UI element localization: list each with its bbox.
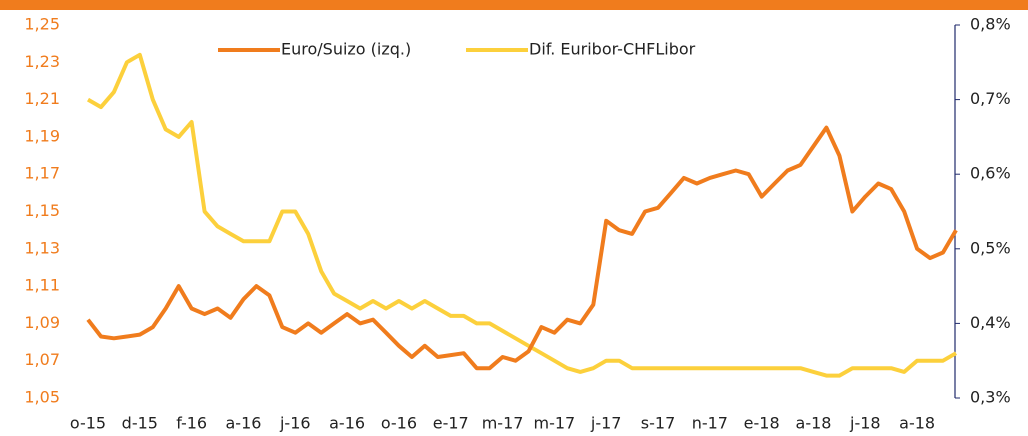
y-tick-label: 1,13 xyxy=(24,238,60,257)
y-tick-label: 1,25 xyxy=(24,15,60,34)
x-tick-label: n-17 xyxy=(692,414,728,433)
x-tick-label: e-18 xyxy=(744,414,780,433)
y-tick-label: 1,05 xyxy=(24,388,60,407)
y-tick-label: 1,15 xyxy=(24,201,60,220)
y2-tick-label: 0,4% xyxy=(970,313,1011,332)
y2-tick-label: 0,7% xyxy=(970,89,1011,108)
x-tick-label: a-18 xyxy=(899,414,935,433)
y2-tick-label: 0,3% xyxy=(970,388,1011,407)
x-tick-label: f-16 xyxy=(176,414,207,433)
y-tick-label: 1,23 xyxy=(24,52,60,71)
y2-tick-label: 0,8% xyxy=(970,15,1011,34)
series-line xyxy=(87,52,957,378)
x-tick-label: a-18 xyxy=(796,414,832,433)
x-tick-label: j-17 xyxy=(590,414,622,433)
x-tick-label: o-15 xyxy=(70,414,106,433)
x-tick-label: j-18 xyxy=(849,414,881,433)
y-tick-label: 1,07 xyxy=(24,350,60,369)
x-tick-label: d-15 xyxy=(122,414,158,433)
x-tick-label: e-17 xyxy=(433,414,469,433)
x-tick-label: s-17 xyxy=(641,414,675,433)
x-tick-label: j-16 xyxy=(279,414,311,433)
series-line xyxy=(86,125,958,371)
legend-label: Dif. Euribor-CHFLibor xyxy=(529,40,696,59)
x-tick-label: a-16 xyxy=(329,414,365,433)
y-tick-label: 1,11 xyxy=(24,276,60,295)
legend-label: Euro/Suizo (izq.) xyxy=(281,40,411,59)
header-bar xyxy=(0,0,1028,10)
x-tick-label: m-17 xyxy=(482,414,524,433)
x-tick-label: a-16 xyxy=(225,414,261,433)
y-tick-label: 1,09 xyxy=(24,313,60,332)
y-tick-label: 1,21 xyxy=(24,89,60,108)
x-tick-label: m-17 xyxy=(534,414,576,433)
y2-tick-label: 0,5% xyxy=(970,238,1011,257)
y-tick-label: 1,17 xyxy=(24,164,60,183)
y2-tick-label: 0,6% xyxy=(970,164,1011,183)
x-tick-label: o-16 xyxy=(381,414,417,433)
y-tick-label: 1,19 xyxy=(24,126,60,145)
